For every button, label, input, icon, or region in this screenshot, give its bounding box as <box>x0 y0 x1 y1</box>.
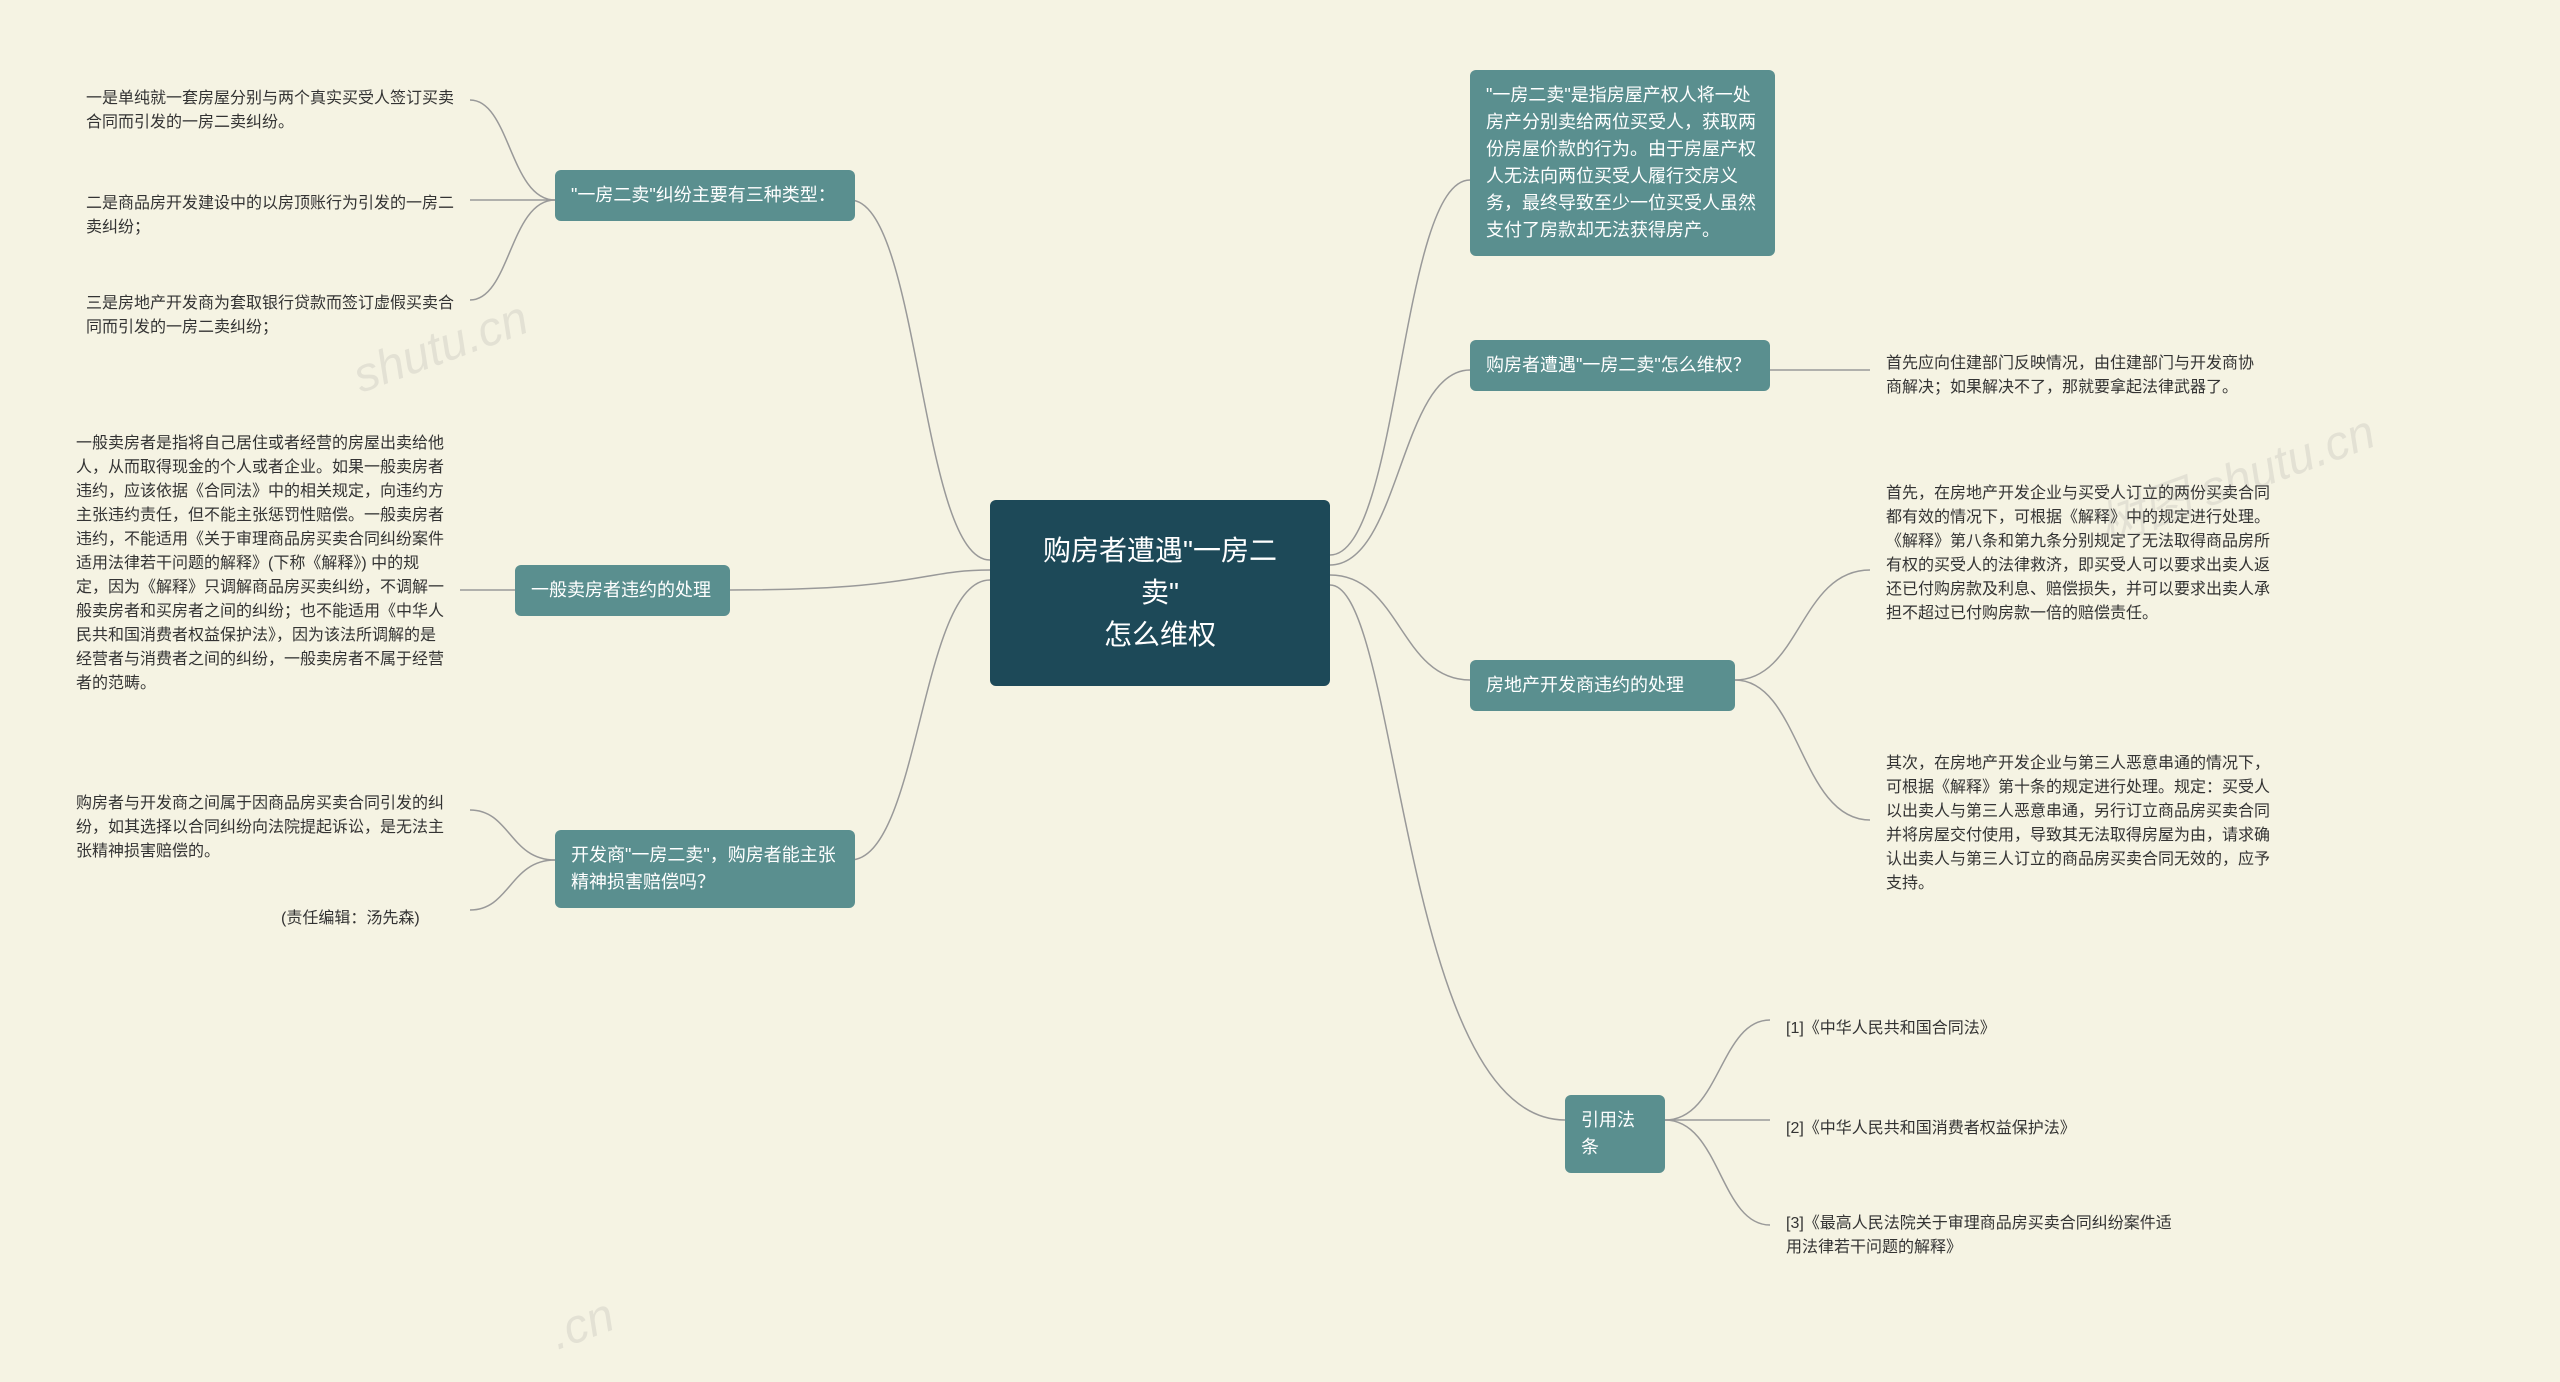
leaf-text: [2]《中华人民共和国消费者权益保护法》 <box>1786 1120 2076 1137</box>
right-branch-3-leaf-1: 首先，在房地产开发企业与买受人订立的两份买卖合同都有效的情况下，可根据《解释》中… <box>1870 470 2290 638</box>
left-branch-1-leaf-3: 三是房地产开发商为套取银行贷款而签订虚假买卖合同而引发的一房二卖纠纷； <box>70 280 470 352</box>
left-branch-1-leaf-1: 一是单纯就一套房屋分别与两个真实买受人签订买卖合同而引发的一房二卖纠纷。 <box>70 75 470 147</box>
right-branch-4-leaf-1: [1]《中华人民共和国合同法》 <box>1770 1005 2170 1053</box>
left-branch-3: 开发商"一房二卖"，购房者能主张精神损害赔偿吗？ <box>555 830 855 908</box>
leaf-text: 一般卖房者是指将自己居住或者经营的房屋出卖给他人，从而取得现金的个人或者企业。如… <box>76 435 444 692</box>
leaf-text: 三是房地产开发商为套取银行贷款而签订虚假买卖合同而引发的一房二卖纠纷； <box>86 295 454 336</box>
left-branch-2-leaf: 一般卖房者是指将自己居住或者经营的房屋出卖给他人，从而取得现金的个人或者企业。如… <box>60 420 460 708</box>
leaf-text: 购房者与开发商之间属于因商品房买卖合同引发的纠纷，如其选择以合同纠纷向法院提起诉… <box>76 795 444 860</box>
branch-label: "一房二卖"纠纷主要有三种类型： <box>571 185 836 205</box>
center-node: 购房者遭遇"一房二卖" 怎么维权 <box>990 500 1330 686</box>
leaf-text: [3]《最高人民法院关于审理商品房买卖合同纠纷案件适用法律若干问题的解释》 <box>1786 1215 2172 1256</box>
leaf-text: 首先应向住建部门反映情况，由住建部门与开发商协商解决；如果解决不了，那就要拿起法… <box>1886 355 2254 396</box>
left-branch-1-leaf-2: 二是商品房开发建设中的以房顶账行为引发的一房二卖纠纷； <box>70 180 470 252</box>
leaf-text: (责任编辑：汤先森) <box>281 910 420 927</box>
center-title: 购房者遭遇"一房二卖" 怎么维权 <box>1043 535 1277 650</box>
left-branch-3-leaf-1: 购房者与开发商之间属于因商品房买卖合同引发的纠纷，如其选择以合同纠纷向法院提起诉… <box>60 780 470 876</box>
branch-label: 房地产开发商违约的处理 <box>1486 675 1684 695</box>
left-branch-3-leaf-2: (责任编辑：汤先森) <box>265 895 475 943</box>
right-branch-3: 房地产开发商违约的处理 <box>1470 660 1735 711</box>
leaf-text: 其次，在房地产开发企业与第三人恶意串通的情况下，可根据《解释》第十条的规定进行处… <box>1886 755 2270 892</box>
right-branch-2: 购房者遭遇"一房二卖"怎么维权？ <box>1470 340 1770 391</box>
leaf-text: [1]《中华人民共和国合同法》 <box>1786 1020 1996 1037</box>
right-branch-4-leaf-2: [2]《中华人民共和国消费者权益保护法》 <box>1770 1105 2170 1153</box>
right-branch-4-leaf-3: [3]《最高人民法院关于审理商品房买卖合同纠纷案件适用法律若干问题的解释》 <box>1770 1200 2190 1272</box>
right-branch-2-leaf: 首先应向住建部门反映情况，由住建部门与开发商协商解决；如果解决不了，那就要拿起法… <box>1870 340 2270 412</box>
right-branch-3-leaf-2: 其次，在房地产开发企业与第三人恶意串通的情况下，可根据《解释》第十条的规定进行处… <box>1870 740 2290 908</box>
branch-label: 购房者遭遇"一房二卖"怎么维权？ <box>1486 355 1751 375</box>
leaf-text: 二是商品房开发建设中的以房顶账行为引发的一房二卖纠纷； <box>86 195 454 236</box>
leaf-text: "一房二卖"是指房屋产权人将一处房产分别卖给两位买受人，获取两份房屋价款的行为。… <box>1486 85 1756 240</box>
branch-label: 开发商"一房二卖"，购房者能主张精神损害赔偿吗？ <box>571 845 836 892</box>
right-branch-4: 引用法条 <box>1565 1095 1665 1173</box>
watermark: .cn <box>543 1288 622 1362</box>
branch-label: 引用法条 <box>1581 1110 1635 1157</box>
left-branch-2: 一般卖房者违约的处理 <box>515 565 730 616</box>
leaf-text: 首先，在房地产开发企业与买受人订立的两份买卖合同都有效的情况下，可根据《解释》中… <box>1886 485 2270 622</box>
right-branch-1-leaf: "一房二卖"是指房屋产权人将一处房产分别卖给两位买受人，获取两份房屋价款的行为。… <box>1470 70 1775 256</box>
left-branch-1: "一房二卖"纠纷主要有三种类型： <box>555 170 855 221</box>
branch-label: 一般卖房者违约的处理 <box>531 580 711 600</box>
leaf-text: 一是单纯就一套房屋分别与两个真实买受人签订买卖合同而引发的一房二卖纠纷。 <box>86 90 454 131</box>
